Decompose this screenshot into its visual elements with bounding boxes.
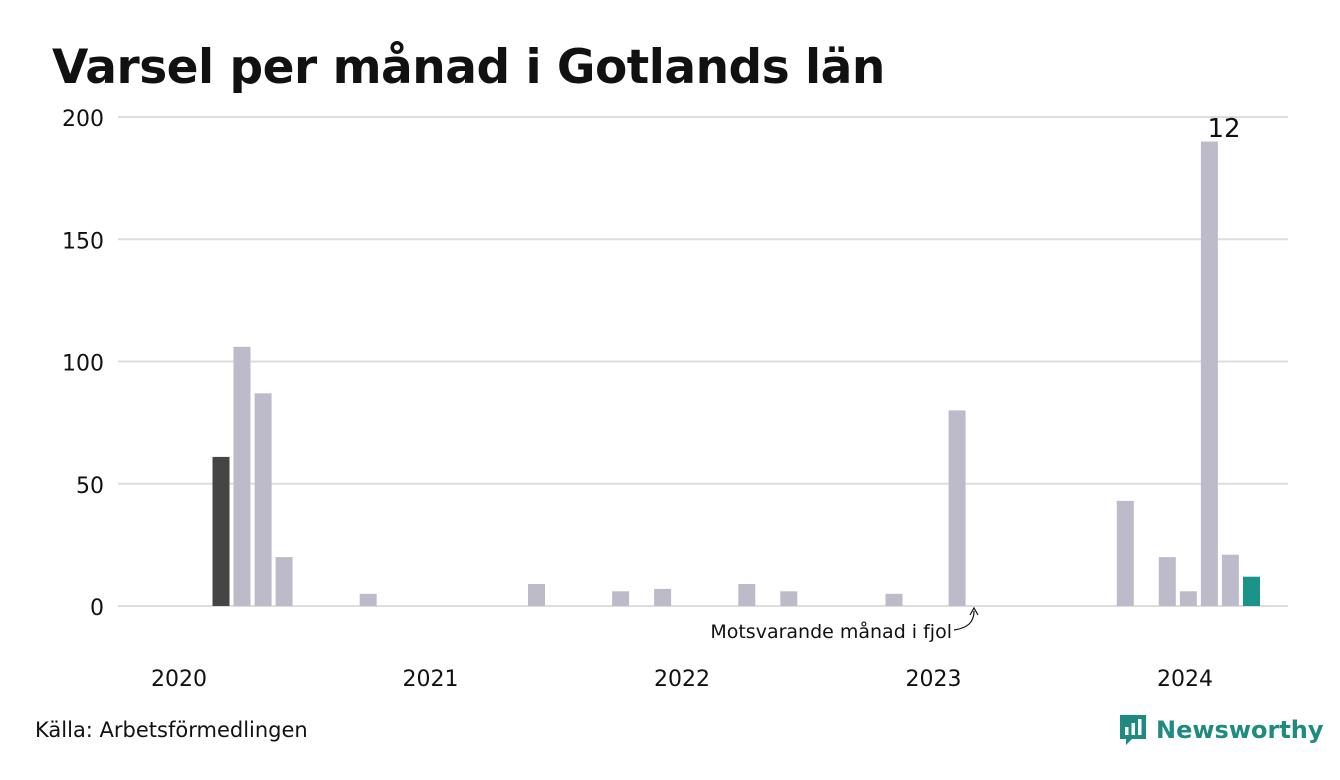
y-tick-label: 200: [62, 107, 104, 132]
bar: [528, 584, 545, 606]
current-value-label: 12: [1207, 114, 1240, 144]
bar: [1243, 576, 1260, 606]
bars: [212, 141, 1260, 606]
source-text: Källa: Arbetsförmedlingen: [35, 718, 308, 742]
x-year-label: 2022: [654, 667, 710, 692]
bar: [1200, 141, 1218, 606]
bar: [780, 591, 798, 606]
brand-name: Newsworthy: [1156, 716, 1324, 744]
bar: [1221, 554, 1239, 606]
x-year-label: 2021: [403, 667, 459, 692]
bar: [738, 584, 756, 606]
chart-title: Varsel per månad i Gotlands län: [52, 40, 885, 95]
y-tick-label: 50: [76, 474, 104, 499]
x-axis-year-labels: 2020 2021 2022 2023 2024: [151, 667, 1213, 692]
annotation-arrowhead: [969, 606, 979, 616]
y-tick-label: 150: [62, 229, 104, 254]
annotation-last-year-label: Motsvarande månad i fjol: [710, 620, 952, 643]
y-tick-label: 0: [90, 596, 104, 621]
x-year-label: 2024: [1157, 667, 1213, 692]
bar: [654, 588, 672, 606]
bar: [885, 593, 903, 606]
bar: [359, 593, 377, 606]
bar: [612, 591, 630, 606]
y-tick-label: 100: [62, 352, 104, 377]
brand-logo[interactable]: Newsworthy: [1118, 713, 1324, 747]
bar: [275, 557, 293, 606]
bar: [1116, 500, 1134, 606]
bar: [948, 410, 966, 606]
bar: [254, 393, 272, 606]
bar: [212, 456, 230, 606]
bar: [233, 346, 251, 606]
x-year-label: 2023: [906, 667, 962, 692]
annotation-group: Motsvarande månad i fjol: [710, 606, 979, 643]
grid-lines: [118, 116, 1288, 607]
annotation-arrow: [953, 610, 975, 631]
x-year-label: 2020: [151, 667, 207, 692]
bar: [1158, 557, 1176, 606]
newsworthy-logo-icon: [1120, 715, 1146, 745]
y-axis-ticks: 0 50 100 150 200: [62, 107, 104, 621]
bar: [1179, 591, 1197, 606]
